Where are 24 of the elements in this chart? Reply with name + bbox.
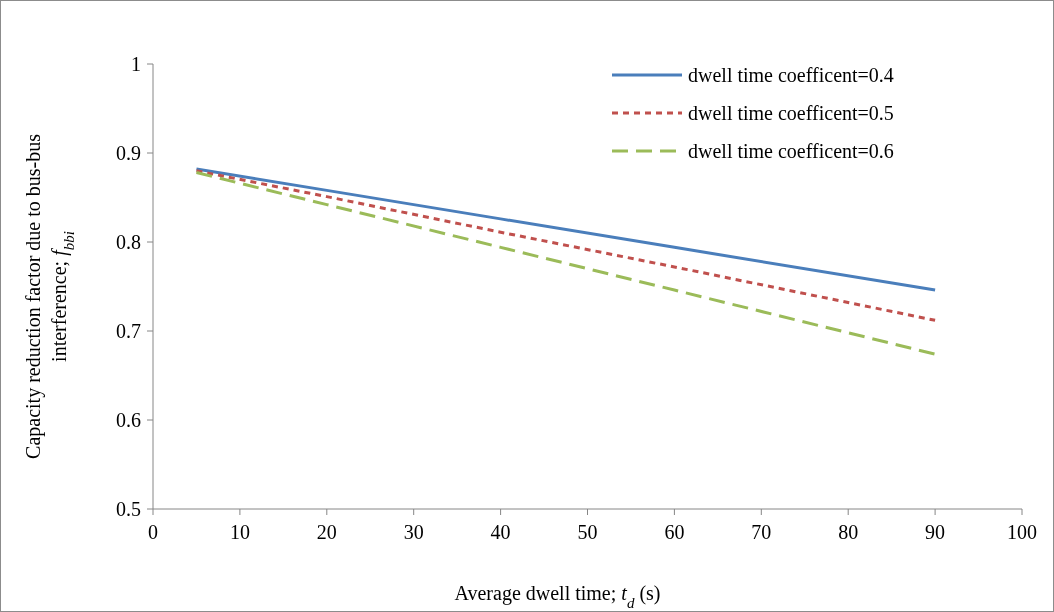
y-tick-label: 0.9 [116,142,141,164]
x-tick-label: 100 [1007,521,1037,543]
legend-label: dwell time coefficent=0.4 [688,64,894,86]
x-tick-label: 50 [577,521,598,543]
y-tick-label: 0.8 [116,231,141,253]
y-tick-label: 0.7 [116,320,141,342]
x-tick-label: 20 [316,521,337,543]
legend-label: dwell time coefficent=0.6 [688,140,894,162]
x-tick-label: 40 [490,521,511,543]
x-tick-label: 60 [664,521,685,543]
x-tick-label: 90 [925,521,946,543]
x-axis-title: Average dwell time; t$_{d}$ (s) [454,582,661,611]
x-tick-label: 80 [838,521,859,543]
y-tick-label: 0.6 [116,409,141,431]
legend-label: dwell time coefficent=0.5 [688,102,894,124]
x-tick-label: 0 [148,521,158,543]
line-series [194,171,937,356]
x-tick-label: 10 [229,521,250,543]
x-tick-label: 30 [403,521,424,543]
line-series [194,169,937,322]
x-tick-label: 70 [751,521,772,543]
y-tick-label: 1 [131,53,141,75]
y-tick-label: 0.5 [116,498,141,520]
line-series [194,167,937,292]
